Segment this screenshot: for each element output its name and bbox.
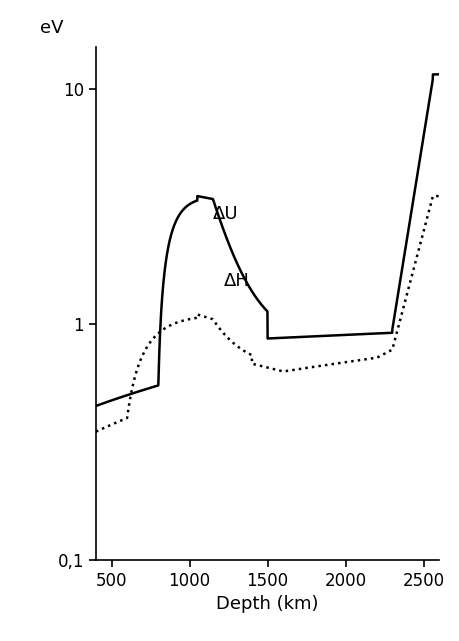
Text: ΔH: ΔH <box>224 272 250 290</box>
X-axis label: Depth (km): Depth (km) <box>216 595 319 613</box>
Y-axis label: eV: eV <box>39 19 63 37</box>
Text: ΔU: ΔU <box>213 205 239 223</box>
